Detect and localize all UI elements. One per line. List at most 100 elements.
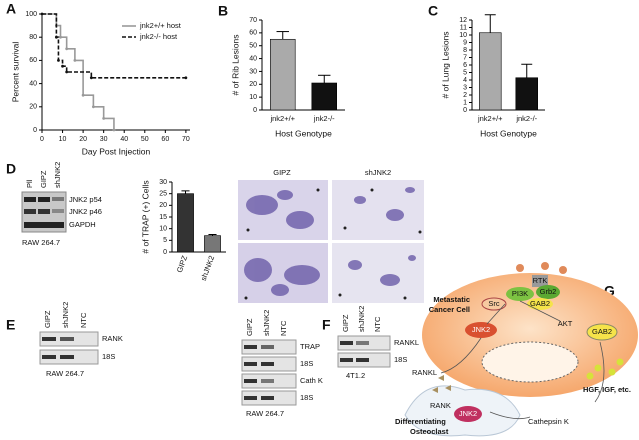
y-tick-label: 4 <box>463 77 467 84</box>
point <box>57 59 60 62</box>
panel-letter: D <box>6 161 16 177</box>
point <box>61 64 64 68</box>
grb2-node <box>536 285 560 299</box>
band-label: 18S <box>102 352 115 361</box>
dots <box>244 188 422 300</box>
band-label: 18S <box>300 359 313 368</box>
point <box>81 93 85 97</box>
band-label: TRAP <box>300 342 320 351</box>
y-tick-label: 60 <box>29 57 37 64</box>
x-tick-label: 50 <box>141 136 149 143</box>
lane-label: shJNK2 <box>53 162 62 188</box>
cell-label: Cancer Cell <box>429 305 470 314</box>
point <box>102 117 106 120</box>
y-tick-label: 0 <box>163 249 167 256</box>
y-tick-label: 10 <box>459 32 467 39</box>
y-tick-label: 1 <box>463 99 467 106</box>
y-tick-label: 5 <box>163 237 167 244</box>
x-tick-label: 30 <box>100 136 108 143</box>
y-tick-label: 25 <box>159 191 167 198</box>
y-tick-label: 2 <box>463 92 467 99</box>
x-axis-label: Host Genotype <box>275 128 332 138</box>
bar <box>269 38 296 111</box>
lane-label: NTC <box>279 320 288 336</box>
lane-label: GIPZ <box>39 170 48 188</box>
band <box>42 355 56 359</box>
x-tick-label: 60 <box>161 136 169 143</box>
cell-line: 4T1.2 <box>346 371 365 380</box>
bar <box>515 77 538 111</box>
cancer-cell <box>422 273 638 397</box>
arrows <box>440 300 605 420</box>
y-tick-label: 3 <box>463 84 467 91</box>
band <box>42 337 56 341</box>
band <box>60 337 74 341</box>
y-tick-label: 12 <box>459 17 467 24</box>
band-label: Cath K <box>300 376 323 385</box>
cell-line: RAW 264.7 <box>22 238 60 247</box>
y-tick-label: 8 <box>463 47 467 54</box>
node-label: Cathepsin K <box>528 417 569 426</box>
x-tick-label: jnk2+/+ <box>269 114 295 123</box>
osteoclast-label: Osteoclast <box>410 427 449 436</box>
blot-e1: GIPZ shJNK2 NTC RANK 18S RAW 264.7 <box>39 302 123 378</box>
bar <box>478 32 502 111</box>
legend-label: jnk2-/- host <box>139 32 178 41</box>
y-tick-label: 50 <box>249 43 257 50</box>
node-label: RTK <box>533 276 548 285</box>
y-tick-label: 20 <box>249 81 257 88</box>
node-label: RANK <box>430 401 451 410</box>
blot-e2: GIPZ shJNK2 NTC TRAP 18S Cath K 18S RAW … <box>241 310 323 418</box>
x-tick-label: jnk2-/- <box>515 114 537 123</box>
x-tick-label: jnk2+/+ <box>477 114 503 123</box>
band-label: RANK <box>102 334 123 343</box>
nucleus <box>481 341 579 383</box>
blot-f: GIPZ shJNK2 NTC RANKL 18S 4T1.2 <box>337 306 419 380</box>
x-tick-label: 70 <box>182 136 190 143</box>
growth-factors <box>586 358 624 380</box>
y-axis-label: # of Lung Lesions <box>440 31 450 98</box>
y-tick-label: 7 <box>463 54 467 61</box>
panel-letter: B <box>218 3 228 19</box>
x-tick-label: 40 <box>120 136 128 143</box>
node-label: JNK2 <box>472 325 490 334</box>
y-tick-label: 9 <box>463 39 467 46</box>
y-tick-label: 30 <box>159 179 167 186</box>
osteoclast-label: Differentiating <box>395 417 446 426</box>
band <box>38 197 50 202</box>
x-tick-label: shJNK2 <box>199 254 216 282</box>
x-tick-label: 10 <box>59 136 67 143</box>
rtk-box <box>532 275 548 287</box>
y-tick-label: 30 <box>249 68 257 75</box>
micrograph-label: GIPZ <box>273 168 291 177</box>
gab2-node <box>527 298 553 310</box>
micrographs: GIPZ shJNK2 <box>238 168 424 303</box>
panel-letter: G <box>604 283 615 299</box>
y-tick-label: 10 <box>159 226 167 233</box>
band-label: 18S <box>394 355 407 364</box>
band <box>261 379 274 383</box>
band <box>52 197 64 201</box>
y-tick-label: 80 <box>29 34 37 41</box>
band-label: 18S <box>300 393 313 402</box>
y-tick-label: 20 <box>29 104 37 111</box>
band <box>261 345 274 349</box>
band <box>24 222 64 228</box>
x-axis-label: Day Post Injection <box>82 146 151 156</box>
stain <box>244 187 416 296</box>
band-label: GAPDH <box>69 220 96 229</box>
band <box>244 362 257 366</box>
jnk2-node <box>454 406 482 422</box>
x-tick-label: 20 <box>79 136 87 143</box>
lane-label: shJNK2 <box>357 306 366 332</box>
y-tick-label: 5 <box>463 69 467 76</box>
lane-label: GIPZ <box>245 318 254 336</box>
band <box>340 341 353 345</box>
x-tick-label: GIPZ <box>175 254 190 274</box>
lane-label: GIPZ <box>341 314 350 332</box>
band-label: JNK2 p46 <box>69 207 102 216</box>
lane-label: Pll <box>25 179 34 188</box>
node-label: AKT <box>558 319 573 328</box>
y-axis-label: # of TRAP (+) Cells <box>140 180 150 253</box>
